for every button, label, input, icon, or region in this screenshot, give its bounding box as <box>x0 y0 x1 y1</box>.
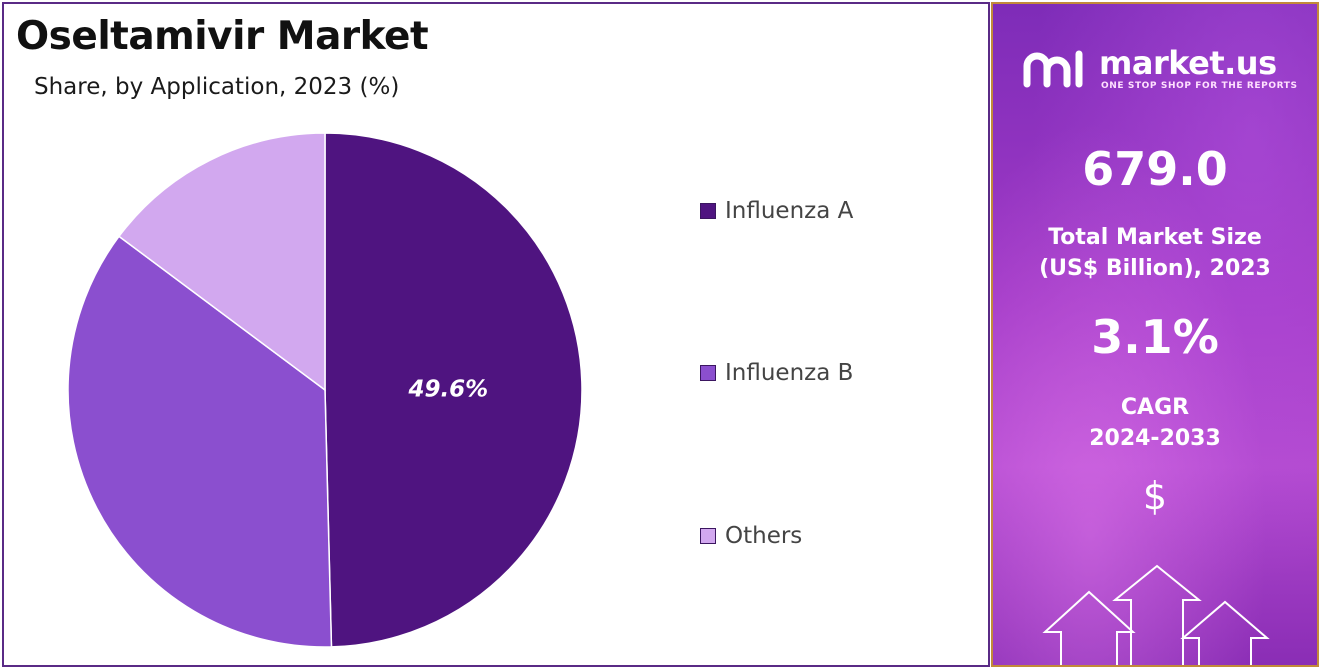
market-size-label-line-2: (US$ Billion), 2023 <box>1039 256 1271 281</box>
legend-item: Influenza B <box>700 360 853 386</box>
logo-tagline: ONE STOP SHOP FOR THE REPORTS <box>1101 81 1298 91</box>
logo-text: market.us <box>1099 44 1277 82</box>
cagr-label-line-1: CAGR <box>1120 395 1190 420</box>
summary-panel: market.us ONE STOP SHOP FOR THE REPORTS … <box>991 2 1319 667</box>
pie-labels: 49.6% <box>407 376 488 402</box>
pie-chart: 49.6% <box>67 132 583 648</box>
market-size-label-line-1: Total Market Size <box>1048 225 1262 250</box>
legend-swatch <box>700 203 716 219</box>
cagr-value: 3.1% <box>1091 310 1219 364</box>
pie-slice-others <box>117 132 326 392</box>
market-us-logo-icon <box>1023 50 1083 88</box>
legend-item: Others <box>700 523 802 549</box>
growth-arrows-icon <box>1042 564 1270 665</box>
pie-slices <box>67 132 583 648</box>
chart-subtitle: Share, by Application, 2023 (%) <box>34 74 400 100</box>
pie-slice-influenza-b <box>67 235 333 648</box>
market-size-value: 679.0 <box>1082 142 1228 196</box>
cagr-label-line-2: 2024-2033 <box>1089 426 1221 451</box>
chart-title: Oseltamivir Market <box>16 14 429 59</box>
legend-swatch <box>700 365 716 381</box>
legend-label: Influenza B <box>725 360 854 386</box>
legend-swatch <box>700 528 716 544</box>
pie-data-label: 49.6% <box>407 376 488 402</box>
legend-label: Influenza A <box>725 198 854 224</box>
pie-slice-influenza-a <box>324 132 583 648</box>
market-us-logo: market.us ONE STOP SHOP FOR THE REPORTS <box>1023 44 1303 100</box>
market-size-label: Total Market Size (US$ Billion), 2023 <box>993 222 1317 284</box>
dollar-icon: $ <box>1142 474 1168 518</box>
cagr-label: CAGR 2024-2033 <box>993 392 1317 454</box>
legend-item: Influenza A <box>700 198 853 224</box>
legend-label: Others <box>725 523 803 549</box>
